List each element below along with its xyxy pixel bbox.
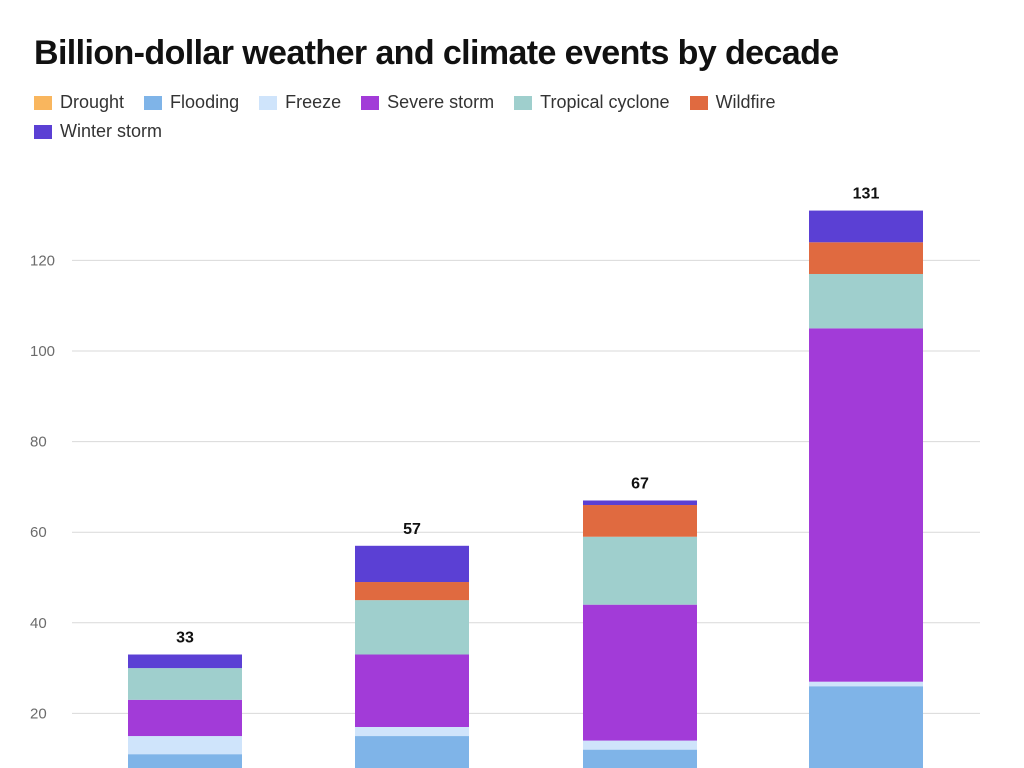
- legend-label-wildfire: Wildfire: [715, 92, 776, 112]
- y-tick-label-120: 120: [30, 252, 55, 269]
- legend-item-wildfire: Wildfire: [689, 92, 776, 113]
- legend-swatch-wildfire: [689, 95, 708, 110]
- bar-2-winter-storm: [355, 545, 469, 583]
- legend-item-drought: Drought: [34, 92, 124, 113]
- bar-4-wildfire: [809, 242, 923, 274]
- bar-1-flooding: [128, 754, 242, 768]
- bar-total-label-4: 131: [853, 186, 880, 203]
- y-tick-label-20: 20: [30, 705, 47, 722]
- legend-item-tropical-cyclone: Tropical cyclone: [514, 92, 670, 113]
- bar-3-winter-storm: [583, 500, 697, 506]
- legend-item-flooding: Flooding: [144, 92, 239, 113]
- chart-title: Billion-dollar weather and climate event…: [34, 34, 839, 72]
- legend-swatch-severe-storm: [361, 95, 380, 110]
- bar-2-wildfire: [355, 582, 469, 601]
- bar-1-tropical-cyclone: [128, 668, 242, 700]
- bar-2-tropical-cyclone: [355, 600, 469, 655]
- bar-4-flooding: [809, 686, 923, 768]
- y-tick-label-40: 40: [30, 615, 47, 632]
- legend-swatch-drought: [34, 95, 52, 110]
- legend-label-flooding: Flooding: [170, 92, 240, 112]
- chart-legend: Drought Flooding Freeze Severe storm Tro…: [34, 92, 934, 142]
- bar-4-freeze: [809, 681, 923, 687]
- legend-swatch-winter-storm: [34, 124, 52, 139]
- legend-swatch-freeze: [259, 95, 278, 110]
- bar-total-label-3: 67: [631, 475, 649, 492]
- bar-3-severe-storm: [583, 604, 697, 741]
- legend-item-freeze: Freeze: [259, 92, 341, 113]
- bar-1-freeze: [128, 736, 242, 755]
- bar-3-flooding: [583, 749, 697, 768]
- legend-swatch-tropical-cyclone: [514, 95, 533, 110]
- bar-2-severe-storm: [355, 654, 469, 727]
- bar-2-freeze: [355, 726, 469, 737]
- bar-4-winter-storm: [809, 210, 923, 243]
- legend-label-freeze: Freeze: [285, 92, 342, 112]
- legend-swatch-flooding: [144, 95, 163, 110]
- bar-4-tropical-cyclone: [809, 273, 923, 329]
- legend-label-drought: Drought: [60, 92, 125, 112]
- legend-label-tropical-cyclone: Tropical cyclone: [540, 92, 670, 112]
- bar-2-flooding: [355, 736, 469, 768]
- y-tick-label-60: 60: [30, 524, 47, 541]
- bar-3-tropical-cyclone: [583, 536, 697, 605]
- y-tick-label-80: 80: [30, 434, 47, 451]
- bar-1-severe-storm: [128, 699, 242, 737]
- legend-label-severe-storm: Severe storm: [387, 92, 495, 112]
- legend-item-severe-storm: Severe storm: [361, 92, 494, 113]
- y-tick-label-100: 100: [30, 343, 55, 360]
- bar-1-winter-storm: [128, 654, 242, 669]
- legend-item-winter-storm: Winter storm: [34, 121, 162, 142]
- bar-total-label-2: 57: [403, 521, 421, 538]
- legend-label-winter-storm: Winter storm: [60, 121, 163, 141]
- bar-4-severe-storm: [809, 328, 923, 682]
- bar-3-freeze: [583, 740, 697, 750]
- bar-3-wildfire: [583, 505, 697, 537]
- bar-total-label-1: 33: [176, 630, 194, 647]
